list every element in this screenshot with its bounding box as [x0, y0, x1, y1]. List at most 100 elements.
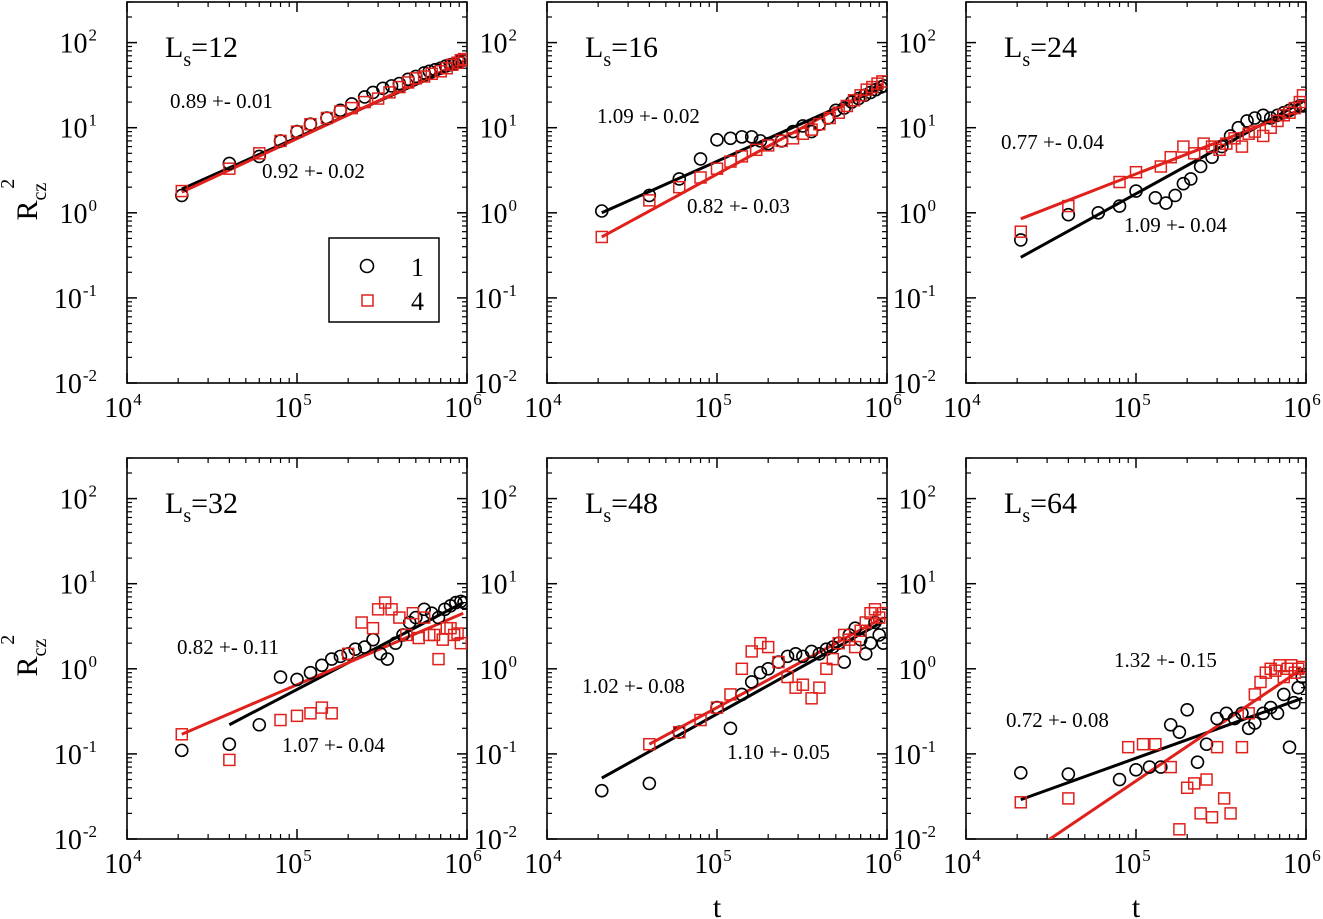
- point-series-1: [1296, 99, 1306, 113]
- point-series-4: [796, 678, 810, 691]
- y-tick-label: 101: [480, 111, 518, 145]
- point-series-1: [1240, 114, 1254, 128]
- point-series-4: [1062, 792, 1075, 805]
- svg-text:Rcz2: Rcz2: [0, 179, 51, 221]
- y-tick-label: 102: [60, 482, 98, 516]
- point-series-4: [378, 596, 392, 609]
- point-series-4: [304, 707, 317, 720]
- point-series-1: [1172, 725, 1187, 739]
- x-tick-label: 105: [1113, 390, 1151, 424]
- point-series-4: [1164, 150, 1177, 164]
- point-series-1: [771, 655, 786, 669]
- point-series-1: [1205, 150, 1219, 165]
- point-series-4: [1129, 165, 1143, 179]
- y-tick-label: 102: [899, 26, 937, 60]
- x-tick-label: 105: [274, 390, 312, 424]
- point-series-4: [355, 616, 368, 629]
- point-series-4: [341, 647, 355, 661]
- point-series-4: [345, 101, 359, 115]
- point-series-1: [1263, 111, 1278, 125]
- point-series-1: [222, 737, 237, 752]
- point-series-1: [788, 647, 803, 661]
- point-series-1: [348, 642, 363, 656]
- point-series-1: [594, 204, 609, 218]
- point-series-1: [1295, 670, 1306, 684]
- point-series-4: [223, 162, 236, 175]
- point-series-1: [273, 670, 288, 684]
- point-series-4: [761, 640, 775, 654]
- point-series-1: [1112, 772, 1127, 787]
- point-series-1: [672, 172, 687, 186]
- point-series-4: [1293, 95, 1306, 109]
- point-series-1: [819, 642, 834, 656]
- point-series-4: [1295, 660, 1306, 674]
- point-series-4: [253, 147, 266, 160]
- x-tick-label: 105: [1113, 846, 1151, 880]
- plot-area: [174, 594, 467, 767]
- point-series-1: [1190, 755, 1205, 769]
- panel-label: Ls=12: [165, 31, 238, 71]
- plot-area: [1013, 89, 1306, 259]
- point-series-4: [1136, 737, 1150, 751]
- point-series-4: [826, 652, 840, 666]
- point-series-4: [457, 52, 467, 66]
- point-series-4: [1200, 773, 1213, 786]
- point-series-4: [223, 753, 236, 767]
- point-series-4: [400, 628, 413, 642]
- point-series-1: [872, 628, 887, 642]
- y-tick-label: 10-1: [54, 737, 97, 771]
- point-series-4: [1210, 740, 1224, 754]
- point-series-4: [175, 728, 189, 741]
- fit-line-series-4: [601, 82, 884, 239]
- point-series-1: [1210, 711, 1224, 726]
- fit-annotation: 1.10 +- 0.05: [727, 740, 830, 764]
- point-series-4: [440, 621, 453, 635]
- point-series-1: [409, 610, 423, 625]
- point-series-4: [694, 713, 707, 727]
- y-tick-label: 10-1: [893, 281, 936, 315]
- y-tick-label: 10-1: [474, 281, 517, 315]
- point-series-1: [388, 636, 403, 650]
- point-series-4: [813, 681, 826, 694]
- point-series-4: [710, 701, 724, 714]
- point-series-1: [290, 672, 304, 687]
- point-series-4: [320, 111, 334, 125]
- point-series-4: [749, 143, 763, 157]
- point-series-1: [384, 79, 399, 93]
- point-series-1: [1282, 740, 1297, 754]
- point-series-1: [1183, 172, 1198, 186]
- fit-annotation: 0.82 +- 0.11: [177, 635, 279, 659]
- point-series-1: [851, 91, 866, 106]
- y-tick-label: 10-1: [893, 737, 936, 771]
- point-series-1: [1168, 188, 1182, 203]
- y-tick-label: 100: [60, 196, 98, 230]
- y-tick-label: 101: [60, 111, 98, 145]
- point-series-1: [753, 665, 768, 680]
- point-series-1: [723, 721, 738, 736]
- point-series-4: [1217, 792, 1231, 805]
- point-series-4: [175, 184, 189, 198]
- plot-area: [594, 75, 887, 244]
- point-series-4: [1235, 740, 1249, 754]
- y-tick-label: 102: [480, 26, 518, 60]
- point-series-4: [1154, 160, 1168, 173]
- point-series-1: [1176, 176, 1191, 191]
- y-tick-label: 102: [480, 482, 518, 516]
- point-series-4: [290, 125, 304, 138]
- point-series-4: [673, 725, 686, 739]
- point-series-4: [366, 621, 380, 635]
- point-series-4: [290, 709, 304, 723]
- point-series-1: [744, 675, 759, 689]
- x-axis-label: t: [1132, 891, 1141, 919]
- x-axis-label: t: [713, 891, 722, 919]
- x-tick-label: 104: [104, 390, 142, 424]
- point-series-4: [781, 670, 794, 684]
- plot-area: [174, 52, 467, 203]
- fit-annotation: 1.32 +- 0.15: [1114, 648, 1217, 672]
- point-series-1: [1248, 111, 1262, 125]
- y-tick-label: 101: [899, 567, 937, 601]
- point-series-4: [872, 611, 886, 624]
- point-series-4: [1180, 781, 1194, 795]
